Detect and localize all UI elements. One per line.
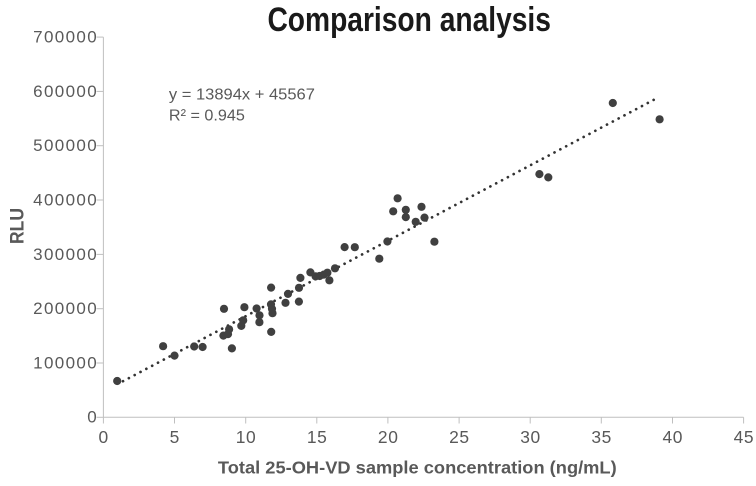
svg-text:25: 25 xyxy=(449,427,470,447)
svg-text:RLU: RLU xyxy=(8,208,29,244)
svg-text:30: 30 xyxy=(520,427,541,447)
svg-text:500000: 500000 xyxy=(33,136,98,155)
svg-text:35: 35 xyxy=(591,427,612,447)
svg-text:600000: 600000 xyxy=(33,82,98,101)
svg-text:20: 20 xyxy=(378,427,399,447)
svg-text:5: 5 xyxy=(170,427,180,447)
svg-text:10: 10 xyxy=(236,427,257,447)
svg-text:400000: 400000 xyxy=(33,190,98,209)
svg-text:Total 25-OH-VD sample concentr: Total 25-OH-VD sample concentration (ng/… xyxy=(218,458,617,478)
svg-text:45: 45 xyxy=(734,427,755,447)
svg-text:15: 15 xyxy=(307,427,328,447)
svg-text:R² = 0.945: R² = 0.945 xyxy=(169,108,245,125)
svg-text:200000: 200000 xyxy=(33,299,98,318)
svg-text:40: 40 xyxy=(663,427,684,447)
svg-text:100000: 100000 xyxy=(33,353,98,372)
svg-text:300000: 300000 xyxy=(33,245,98,264)
svg-text:0: 0 xyxy=(99,427,109,447)
svg-text:y = 13894x + 45567: y = 13894x + 45567 xyxy=(169,87,315,104)
svg-text:700000: 700000 xyxy=(33,28,98,47)
svg-text:0: 0 xyxy=(87,408,98,427)
svg-text:Comparison analysis: Comparison analysis xyxy=(267,1,551,39)
